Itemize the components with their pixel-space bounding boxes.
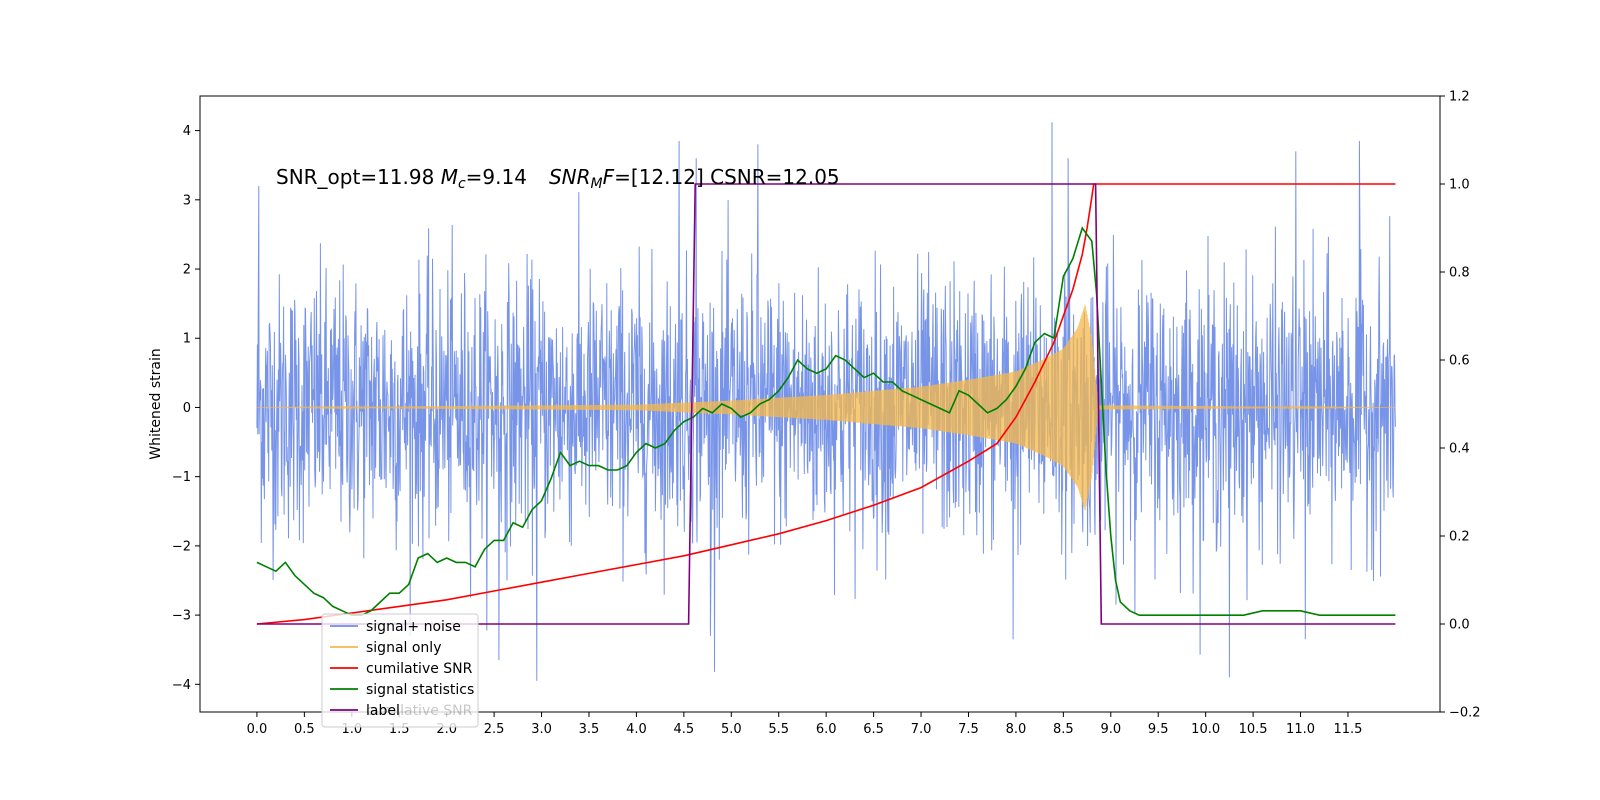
legend-label-signal-noise: signal+ noise [366,619,461,635]
y2-tick-label: −0.2 [1449,706,1481,721]
x-tick-label: 10.5 [1239,722,1268,737]
x-tick-label: 11.0 [1286,722,1315,737]
series-line-label [256,183,1396,625]
legend-label-cumilative-snr: cumilative SNR [366,661,473,677]
y-tick-label: −1 [172,470,191,485]
y2-tick-label: 0.8 [1449,266,1470,281]
legend-box [321,613,479,728]
x-tick-label: 8.5 [1053,722,1074,737]
y-axis-right: −0.2 0.0 0.2 0.4 0.6 0.8 1.0 1.2 [1440,90,1481,721]
x-tick-label: 4.5 [674,722,695,737]
x-tick-label: 2.5 [484,722,505,737]
y-tick-label: 3 [183,193,191,208]
x-tick-label: 6.0 [816,722,837,737]
y2-tick-label: 0.4 [1449,442,1470,457]
y2-tick-label: 1.2 [1449,90,1470,105]
x-tick-label: 9.0 [1100,722,1121,737]
snr-mf-subscript: M [591,176,603,192]
snr-mf-f: F [603,165,615,189]
series-line-signal-statistics [256,226,1396,616]
legend-label-label: label [366,703,400,719]
y-tick-label: −4 [172,678,191,693]
legend-label-signal-statistics: signal statistics [366,682,474,698]
series-line-cumilative-snr [256,183,1396,625]
y2-tick-label: 0.2 [1449,530,1470,545]
x-tick-label: 11.5 [1333,722,1362,737]
snr-opt-text: SNR_opt=11.98 [276,165,434,189]
y2-tick-label: 0.0 [1449,618,1470,633]
x-tick-label: 7.0 [911,722,932,737]
x-tick-label: 5.0 [721,722,742,737]
y-tick-label: 0 [183,401,191,416]
csnr-text: CSNR=12.05 [710,165,840,189]
x-tick-label: 4.0 [626,722,647,737]
x-axis: 0.0 0.5 1.0 1.5 2.0 2.5 3.0 3.5 4.0 4.5 5.0 5.5 6.0 6… [247,712,1362,737]
y2-tick-label: 1.0 [1449,178,1470,193]
y-tick-label: −2 [172,539,191,554]
x-tick-label: 3.0 [531,722,552,737]
y-tick-label: −3 [172,609,191,624]
x-tick-label: 8.0 [1006,722,1027,737]
x-tick-label: 7.5 [958,722,979,737]
x-tick-label: 6.5 [863,722,884,737]
x-tick-label: 5.5 [768,722,789,737]
y-tick-label: 2 [183,263,191,278]
legend: signal+ noise signal only cumilative SNR si… [321,613,479,728]
mc-value: =9.14 [466,165,527,189]
snr-mf-value: =[12.12] [614,165,704,189]
plot-area [256,122,1396,681]
x-tick-label: 9.5 [1148,722,1169,737]
y2-tick-label: 0.6 [1449,354,1470,369]
y-tick-label: 1 [183,332,191,347]
mc-symbol: M [441,165,458,189]
x-tick-label: 0.5 [294,722,315,737]
y-axis-label: Whitened strain [148,348,164,459]
snr-mf-symbol: SNR [549,165,591,189]
snr-annotation: SNR_opt=11.98 Mc=9.14 SNRMF=[12.12] CSNR=… [276,165,840,192]
x-tick-label: 0.0 [247,722,268,737]
plot-frame [199,95,1441,713]
legend-label-signal-only: signal only [366,640,441,656]
x-tick-label: 10.0 [1191,722,1220,737]
y-axis-left: −4 −3 −2 −1 0 1 2 3 4 [172,124,200,693]
mc-subscript: c [458,176,466,192]
series-line-signal-only [256,304,1396,511]
y-tick-label: 4 [183,124,191,139]
x-tick-label: 3.5 [579,722,600,737]
legend-ghost-text: cumilative SNR [366,703,473,719]
